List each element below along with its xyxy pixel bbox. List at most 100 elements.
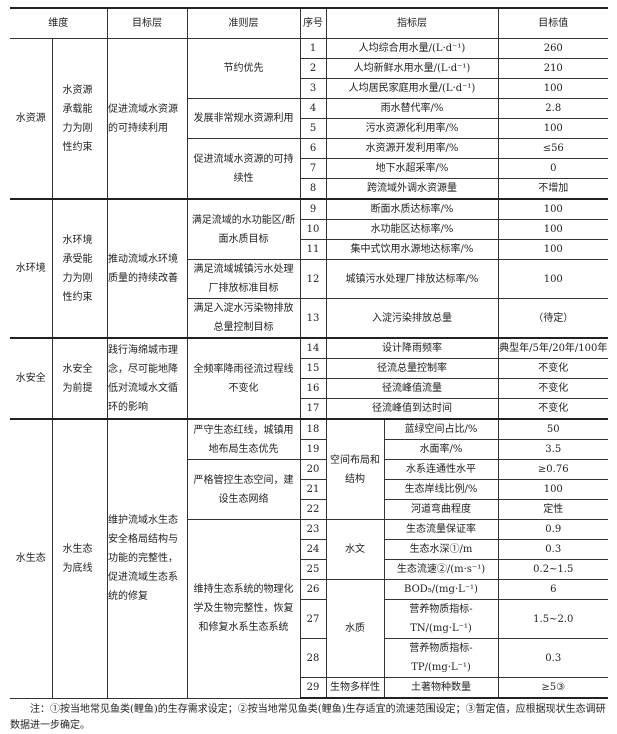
goal-layer: 践行海绵城市理念，尽可能地降低对流域水文循环的影响 [106,337,188,420]
header-indicator: 指标层 [325,7,499,39]
indicator: 蓝绿空间占比/% [383,418,499,440]
indicator: 径流总量控制率 [325,358,499,379]
row-number: 26 [300,579,327,600]
row-number: 13 [299,298,327,339]
goal-layer: 推动流域水环境质量的持续改善 [106,198,188,339]
criteria-layer: 节约优先 [186,38,301,99]
indicator-category: 空间布局和结构 [325,418,385,520]
indicator: 地下水超采率/% [325,158,499,179]
dimension-constraint: 水生态为底线 [51,418,108,699]
header-dimension: 维度 [10,7,108,39]
indicator: 营养物质指标-TN/(mg·L⁻¹) [383,599,499,639]
header-criteria: 准则层 [186,7,301,39]
header-row: 维度 目标层 准则层 序号 指标层 目标值 [10,7,608,39]
table-row: 16 径流峰值流量 不变化 [10,378,608,399]
target-value: 0.3 [497,539,608,560]
header-no: 序号 [299,7,327,39]
target-value: ≤56 [497,138,608,159]
target-value: （待定） [497,298,608,339]
indicator: 水系连通性水平 [383,459,499,480]
target-value: ≥5③ [497,677,608,699]
row-number: 21 [300,479,327,500]
header-goal: 目标层 [106,7,188,39]
row-number: 17 [300,398,327,420]
indicator: 人均居民家庭用水量/(L·d⁻¹) [325,78,499,99]
goal-text: 促进流域水资源的可持续利用 [108,103,178,134]
row-number: 1 [299,38,327,59]
target-value: 不增加 [497,178,608,200]
row-number: 7 [300,158,327,179]
table-row: 促进流域水资源的可持续性 6 水资源开发利用率/% ≤56 [10,138,608,200]
row-number: 22 [300,499,327,520]
dimension-name: 水生态 [10,418,53,699]
table-row: 10 水功能区达标率/% 100 [10,219,608,240]
row-number: 9 [299,198,327,220]
indicator: 水面率/% [383,439,499,460]
table-row: 25 生态流速②/(m·s⁻¹) 0.2~1.5 [10,559,608,580]
row-number: 10 [300,219,327,240]
row-number: 20 [299,459,327,480]
indicator: 入淀污染排放总量 [325,298,499,339]
target-value: 100 [497,259,608,299]
criteria-layer: 严格管控生态空间，建设生态网络 [187,459,301,520]
indicator: 径流峰值到达时间 [325,398,499,420]
row-number: 12 [299,259,327,299]
criteria-layer: 满足流域的水功能区/断面水质目标 [186,198,301,260]
row-number: 16 [300,378,327,399]
target-value: 不变化 [497,358,608,379]
row-number: 2 [300,58,327,79]
row-number: 29 [300,677,327,699]
criteria-text: 全频率降雨径流过程线不变化 [193,363,294,394]
target-value: 210 [497,58,608,79]
criteria-layer: 发展非常规水资源利用 [187,98,301,139]
table-row: 15 径流总量控制率 不变化 [10,358,608,379]
target-value: 典型年/5年/20年/100年 [497,337,608,359]
table-row: 严格管控生态空间，建设生态网络 20 水系连通性水平 ≥0.76 [10,459,608,520]
table-row: 11 集中式饮用水源地达标率/% 100 [10,239,608,260]
target-value: 100 [497,239,608,260]
table-row: 满足流域城镇污水处理厂排放标准目标 12 城镇污水处理厂排放达标率/% 100 [10,259,608,299]
criteria-text: 满足流域城镇污水处理厂排放标准目标 [193,264,294,294]
row-number: 14 [299,337,327,359]
target-value: 100 [497,198,608,220]
indicator: 人均综合用水量/(L·d⁻¹) [325,38,499,59]
indicator: 跨流域外调水资源量 [325,178,499,200]
dimension-name: 水资源 [10,38,53,200]
indicator-category: 生物多样性 [325,677,385,699]
criteria-text: 严守生态红线，城镇用地布局生态优先 [193,424,294,455]
table-row: 水环境 水环境承受能力为刚性约束 推动流域水环境质量的持续改善 满足流域的水功能区/断… [10,198,608,339]
table-row: 27 营养物质指标-TN/(mg·L⁻¹) 1.5~2.0 [10,599,608,639]
criteria-layer: 满足入淀水污染物排放总量控制目标 [187,298,301,339]
criteria-layer: 维持生态系统的物理化学及生物完整性，恢复和修复水系生态系统 [187,519,301,699]
criteria-layer: 全频率降雨径流过程线不变化 [186,337,301,420]
target-value: 不变化 [497,378,608,399]
criteria-layer: 满足流域城镇污水处理厂排放标准目标 [187,259,301,299]
indicator: 设计降雨频率 [325,337,499,359]
criteria-text: 维持生态系统的物理化学及生物完整性，恢复和修复水系生态系统 [193,584,294,634]
table-row: 满足入淀水污染物排放总量控制目标 13 入淀污染排放总量 （待定） [10,298,608,339]
dimension-constraint: 水资源承载能力为刚性约束 [51,38,108,200]
table-row: 7 地下水超采率/% 0 [10,158,608,179]
criteria-text: 满足入淀水污染物排放总量控制目标 [193,303,294,333]
target-value: 0 [497,158,608,179]
table-row: 19 水面率/% 3.5 [10,439,608,460]
goal-layer: 促进流域水资源的可持续利用 [106,38,188,200]
indicator: 营养物质指标-TP/(mg·L⁻¹) [383,638,499,678]
criteria-text: 严格管控生态空间，建设生态网络 [193,474,294,505]
indicator: 水资源开发利用率/% [325,138,499,159]
target-value: ≥0.76 [497,459,608,480]
constraint-text: 水生态为底线 [62,543,93,574]
criteria-text: 促进流域水资源的可持续性 [193,153,294,184]
row-number: 5 [300,118,327,139]
target-value: 0.2~1.5 [497,559,608,580]
criteria-text: 节约优先 [223,63,264,74]
row-number: 4 [299,98,327,119]
row-number: 23 [299,519,327,540]
row-number: 8 [300,178,327,200]
constraint-text: 水环境承受能力为刚性约束 [62,234,93,303]
indicator: 河道弯曲程度 [383,499,499,520]
dimension-constraint: 水环境承受能力为刚性约束 [51,198,108,339]
target-value: 100 [497,219,608,240]
table-row: 水资源 水资源承载能力为刚性约束 促进流域水资源的可持续利用 节约优先 1 人均综合用水量… [10,38,608,200]
constraint-text: 水资源承载能力为刚性约束 [62,84,93,153]
